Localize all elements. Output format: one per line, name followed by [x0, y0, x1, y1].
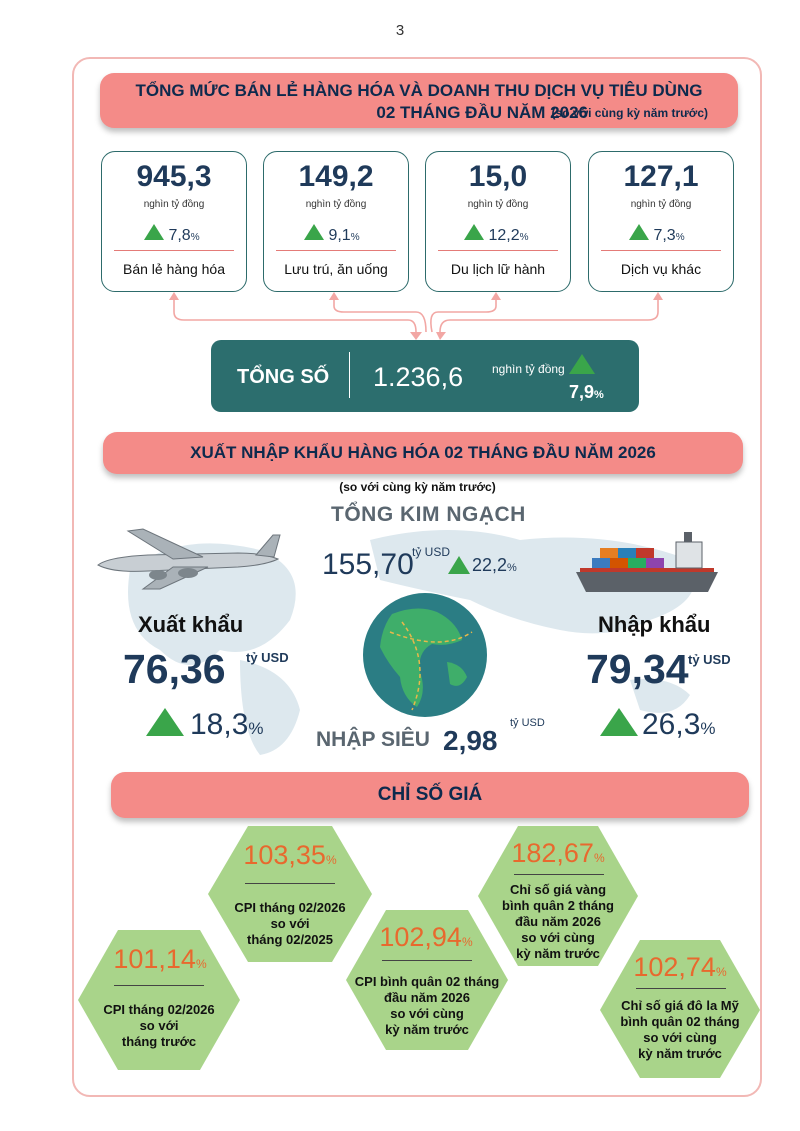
- divider: [114, 985, 204, 986]
- trade-deficit-unit: tỷ USD: [510, 717, 545, 729]
- card-unit: nghìn tỷ đồng: [467, 199, 529, 210]
- gold-index-value: 182,67%: [511, 838, 605, 868]
- total-turnover-value: 155,70: [322, 548, 414, 581]
- retail-total-box: TỔNG SỐ 1.236,6 nghìn tỷ đồng 7,9%: [211, 340, 639, 412]
- retail-banner: TỔNG MỨC BÁN LẺ HÀNG HÓA VÀ DOANH THU DỊ…: [100, 73, 738, 128]
- card-growth: 12,2%: [464, 224, 529, 245]
- gold-index-desc: Chỉ số giá vàng bình quân 2 tháng đầu năm …: [502, 882, 614, 961]
- import-value: 79,34: [586, 646, 689, 692]
- card-label: Dịch vụ khác: [620, 261, 702, 277]
- card-label: Lưu trú, ăn uống: [284, 261, 388, 277]
- cpi-mom-desc: CPI tháng 02/2026 so với tháng trước: [103, 1002, 215, 1049]
- usd-index-value: 102,74%: [633, 952, 727, 982]
- up-triangle-icon: [144, 224, 164, 240]
- card-label: Du lịch lữ hành: [450, 261, 546, 277]
- card-unit: nghìn tỷ đồng: [630, 199, 692, 210]
- hexagon-gold: [478, 826, 638, 966]
- divider: [636, 988, 726, 989]
- hexagon-cpi-mom: [78, 930, 240, 1070]
- up-triangle-icon: [629, 224, 649, 240]
- total-unit: nghìn tỷ đồng: [492, 362, 565, 376]
- import-unit: tỷ USD: [688, 652, 731, 667]
- page-number: 3: [395, 22, 405, 39]
- divider: [245, 883, 335, 884]
- cpi-mom-value: 101,14%: [113, 944, 207, 974]
- divider: [114, 250, 234, 251]
- card-value: 945,3: [136, 160, 212, 193]
- card-value: 149,2: [298, 160, 374, 193]
- trade-deficit-value: 2,98: [443, 725, 498, 756]
- up-triangle-icon: [464, 224, 484, 240]
- card-growth: 9,1%: [304, 224, 360, 245]
- card-growth: 7,3%: [629, 224, 685, 245]
- card-unit: nghìn tỷ đồng: [305, 199, 367, 210]
- cpi-avg-desc: CPI bình quân 02 tháng đầu năm 2026 so với…: [354, 974, 500, 1037]
- total-value: 1.236,6: [373, 362, 464, 392]
- airplane-icon: [97, 528, 281, 590]
- divider: [601, 250, 721, 251]
- export-label: Xuất khẩu: [138, 612, 244, 637]
- card-label: Bán lẻ hàng hóa: [123, 261, 225, 277]
- card-value: 15,0: [468, 160, 528, 193]
- trade-deficit-label: NHẬP SIÊU: [316, 728, 430, 751]
- world-map-background: [128, 530, 695, 755]
- up-triangle-icon: [304, 224, 324, 240]
- retail-card-goods: 945,3 nghìn tỷ đồng 7,8% Bán lẻ hàng hóa: [101, 151, 247, 292]
- total-turnover-label: TỔNG KIM NGẠCH: [331, 503, 526, 526]
- divider: [276, 250, 396, 251]
- import-label: Nhập khẩu: [598, 612, 711, 637]
- cpi-avg-value: 102,94%: [379, 922, 473, 952]
- content-frame: [72, 57, 762, 1097]
- usd-index-desc: Chỉ số giá đô la Mỹ bình quân 02 tháng so …: [620, 998, 740, 1061]
- up-triangle-icon: [600, 708, 638, 736]
- retail-card-travel: 15,0 nghìn tỷ đồng 12,2% Du lịch lữ hành: [425, 151, 571, 292]
- retail-card-other-services: 127,1 nghìn tỷ đồng 7,3% Dịch vụ khác: [588, 151, 734, 292]
- price-hexagons: [78, 826, 760, 1078]
- hexagon-cpi-yoy: [208, 826, 372, 962]
- total-separator: [349, 352, 350, 398]
- export-unit: tỷ USD: [246, 650, 289, 665]
- trade-subtitle: (so với cùng kỳ năm trước): [339, 480, 496, 494]
- card-growth: 7,8%: [144, 224, 200, 245]
- divider: [382, 960, 472, 961]
- price-banner: CHỈ SỐ GIÁ: [111, 772, 749, 818]
- retail-title-note: (so với cùng kỳ năm trước): [551, 106, 708, 120]
- card-value: 127,1: [623, 160, 699, 193]
- price-title: CHỈ SỐ GIÁ: [377, 784, 483, 805]
- divider: [514, 874, 604, 875]
- up-triangle-icon: [448, 556, 470, 574]
- trade-title: XUẤT NHẬP KHẨU HÀNG HÓA 02 THÁNG ĐẦU NĂM…: [190, 443, 656, 462]
- total-turnover-unit: tỷ USD: [412, 545, 451, 559]
- hexagon-usd: [600, 940, 760, 1078]
- retail-title-line2: 02 THÁNG ĐẦU NĂM 2026: [376, 103, 588, 122]
- retail-card-accommodation: 149,2 nghìn tỷ đồng 9,1% Lưu trú, ăn uốn…: [263, 151, 409, 292]
- card-unit: nghìn tỷ đồng: [143, 199, 205, 210]
- hexagon-cpi-avg: [346, 910, 508, 1050]
- total-growth: 7,9%: [569, 382, 604, 402]
- export-value: 76,36: [123, 646, 226, 692]
- divider: [438, 250, 558, 251]
- total-label: TỔNG SỐ: [237, 366, 330, 388]
- up-triangle-icon: [569, 354, 595, 374]
- cargo-ship-icon: [576, 532, 718, 592]
- trade-banner: XUẤT NHẬP KHẨU HÀNG HÓA 02 THÁNG ĐẦU NĂM…: [103, 432, 743, 474]
- export-growth: 18,3%: [190, 708, 264, 741]
- connector-arrows: [169, 292, 663, 340]
- total-turnover-growth: 22,2%: [472, 555, 517, 575]
- import-growth: 26,3%: [642, 708, 716, 741]
- retail-title-line1: TỔNG MỨC BÁN LẺ HÀNG HÓA VÀ DOANH THU DỊ…: [135, 81, 703, 100]
- cpi-yoy-value: 103,35%: [243, 840, 337, 870]
- globe-icon: [363, 593, 487, 717]
- up-triangle-icon: [146, 708, 184, 736]
- cpi-yoy-desc: CPI tháng 02/2026 so với tháng 02/2025: [234, 900, 346, 947]
